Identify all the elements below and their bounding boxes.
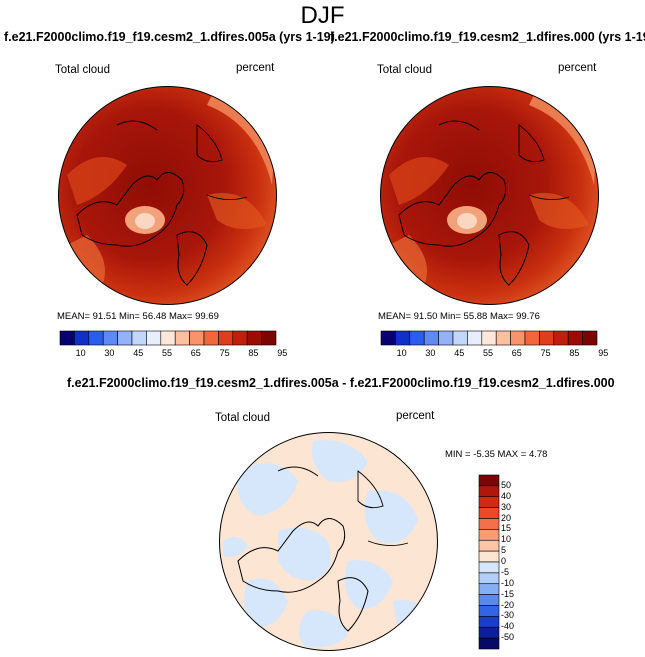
- colorbar-swatch: [478, 518, 500, 530]
- colorbar-tick-label: 95: [277, 348, 288, 358]
- colorbar-tick-label: 55: [162, 348, 173, 358]
- colorbar-tick-label: 40: [501, 490, 512, 501]
- colorbar-tick-label: 75: [540, 348, 551, 358]
- colorbar-tick-label: 5: [501, 545, 507, 556]
- diff-colorbar: [478, 474, 500, 650]
- colorbar-swatch: [218, 330, 234, 346]
- colorbar-swatch: [478, 539, 500, 552]
- colorbar-tick-label: -20: [501, 599, 515, 610]
- colorbar-swatch: [174, 330, 190, 346]
- diff-variable-label: Total cloud: [215, 412, 270, 424]
- colorbar-swatch: [189, 330, 205, 346]
- diff-title: f.e21.F2000climo.f19_f19.cesm2_1.dfires.…: [67, 376, 615, 390]
- colorbar-tick-label: 30: [425, 348, 436, 358]
- panel2-colorbar-labels: 10 30 45 55 65 75 85 95: [381, 348, 609, 360]
- colorbar-tick-label: 85: [248, 348, 259, 358]
- colorbar-swatch: [232, 330, 248, 346]
- colorbar-swatch: [261, 330, 277, 346]
- colorbar-swatch: [423, 330, 439, 346]
- colorbar-tick-label: 85: [569, 348, 580, 358]
- colorbar-swatch: [74, 330, 90, 346]
- colorbar-swatch: [395, 330, 411, 346]
- colorbar-tick-label: 10: [501, 534, 512, 545]
- panel2-polar-map: [380, 86, 599, 305]
- colorbar-swatch: [203, 330, 219, 346]
- colorbar-swatch: [582, 330, 598, 346]
- panel1-units-label: percent: [236, 62, 275, 74]
- colorbar-swatch: [478, 561, 500, 574]
- colorbar-swatch: [452, 330, 468, 346]
- colorbar-swatch: [478, 605, 500, 617]
- colorbar-swatch: [553, 330, 569, 346]
- colorbar-swatch: [478, 594, 500, 606]
- colorbar-swatch: [438, 330, 454, 346]
- colorbar-swatch: [478, 637, 500, 650]
- panel2-colorbar: [380, 330, 598, 346]
- colorbar-swatch: [59, 330, 75, 346]
- colorbar-swatch: [478, 550, 500, 563]
- colorbar-swatch: [478, 496, 500, 508]
- panel1-colorbar: [59, 330, 277, 346]
- diff-colorbar-labels: 50 40 30 20 15 10 5 0 -5 -10 -15 -20 -30 -40 -50: [501, 475, 531, 649]
- colorbar-swatch: [102, 330, 118, 346]
- panel1-variable-label: Total cloud: [55, 64, 110, 76]
- colorbar-swatch: [478, 507, 500, 519]
- colorbar-swatch: [524, 330, 540, 346]
- colorbar-tick-label: -15: [501, 588, 515, 599]
- colorbar-tick-label: 95: [598, 348, 609, 358]
- colorbar-tick-label: 65: [511, 348, 522, 358]
- colorbar-tick-label: 45: [133, 348, 144, 358]
- colorbar-tick-label: 75: [219, 348, 230, 358]
- colorbar-tick-label: -40: [501, 621, 515, 632]
- colorbar-tick-label: -50: [501, 632, 515, 643]
- colorbar-tick-label: 20: [501, 512, 512, 523]
- colorbar-swatch: [510, 330, 526, 346]
- page-title: DJF: [300, 2, 345, 29]
- colorbar-swatch: [539, 330, 555, 346]
- colorbar-swatch: [88, 330, 104, 346]
- panel1-stats: MEAN= 91.51 Min= 56.48 Max= 99.69: [57, 311, 219, 322]
- panel1-polar-map: [58, 86, 277, 305]
- colorbar-tick-label: 50: [501, 479, 512, 490]
- panel2-units-label: percent: [558, 62, 597, 74]
- colorbar-swatch: [146, 330, 162, 346]
- colorbar-swatch: [567, 330, 583, 346]
- panel2-stats: MEAN= 91.50 Min= 55.88 Max= 99.76: [378, 311, 540, 322]
- panel1-case-title: f.e21.F2000climo.f19_f19.cesm2_1.dfires.…: [4, 30, 335, 44]
- colorbar-tick-label: -10: [501, 577, 515, 588]
- colorbar-swatch: [246, 330, 262, 346]
- colorbar-tick-label: -5: [501, 566, 510, 577]
- colorbar-swatch: [478, 583, 500, 595]
- colorbar-tick-label: 15: [501, 523, 512, 534]
- diff-units-label: percent: [396, 410, 435, 422]
- colorbar-tick-label: 10: [75, 348, 86, 358]
- colorbar-swatch: [478, 616, 500, 628]
- colorbar-swatch: [478, 572, 500, 585]
- diff-polar-map: [219, 432, 438, 651]
- colorbar-swatch: [478, 474, 500, 487]
- colorbar-swatch: [160, 330, 176, 346]
- diff-stats: MIN = -5.35 MAX = 4.78: [445, 449, 548, 460]
- colorbar-swatch: [495, 330, 511, 346]
- colorbar-swatch: [478, 485, 500, 498]
- colorbar-tick-label: 55: [483, 348, 494, 358]
- colorbar-tick-label: -30: [501, 610, 515, 621]
- colorbar-swatch: [117, 330, 133, 346]
- colorbar-tick-label: 0: [501, 556, 507, 566]
- colorbar-tick-label: 65: [190, 348, 201, 358]
- colorbar-swatch: [467, 330, 483, 346]
- colorbar-swatch: [409, 330, 425, 346]
- panel2-variable-label: Total cloud: [377, 64, 432, 76]
- colorbar-swatch: [478, 626, 500, 639]
- panel1-colorbar-labels: 10 30 45 55 65 75 85 95: [60, 348, 288, 360]
- colorbar-swatch: [380, 330, 396, 346]
- colorbar-tick-label: 30: [501, 501, 512, 512]
- colorbar-tick-label: 45: [454, 348, 465, 358]
- colorbar-tick-label: 30: [104, 348, 115, 358]
- colorbar-swatch: [478, 529, 500, 541]
- panel2-case-title: f.e21.F2000climo.f19_f19.cesm2_1.dfires.…: [330, 30, 645, 44]
- colorbar-swatch: [481, 330, 497, 346]
- colorbar-tick-label: 10: [396, 348, 407, 358]
- colorbar-swatch: [131, 330, 147, 346]
